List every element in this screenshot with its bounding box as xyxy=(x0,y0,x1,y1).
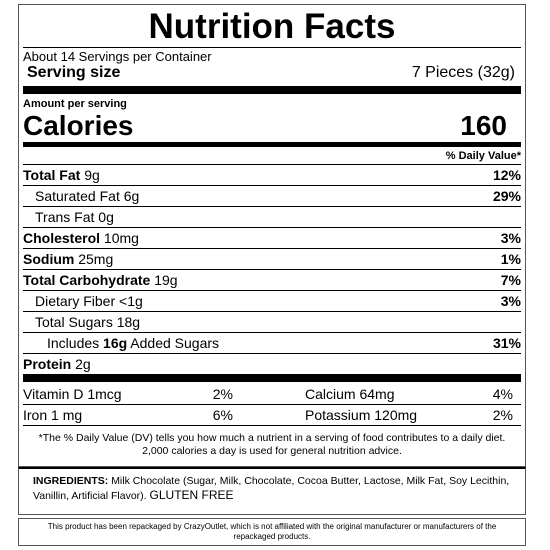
ingredients: INGREDIENTS: Milk Chocolate (Sugar, Milk… xyxy=(18,467,526,515)
nutrient-name: Protein xyxy=(23,356,72,372)
nutrient-dv: 1% xyxy=(500,251,521,267)
footnote-line: 2,000 calories a day is used for general… xyxy=(142,445,402,457)
nutrient-name: Total Carbohydrate xyxy=(23,272,151,288)
ingredients-text: Milk Chocolate (Sugar, Milk, Chocolate, … xyxy=(33,475,510,502)
servings: About 14 Servings per Container xyxy=(23,49,212,64)
vitamin-cell: Vitamin D 1mcg 2% xyxy=(23,386,273,402)
nutrient-row: Total Fat 9g 12% xyxy=(23,164,521,185)
serving-size-label: Serving size xyxy=(27,64,121,81)
nutrient-row: Saturated Fat 6g 29% xyxy=(23,185,521,206)
nutrient-amount: 0g xyxy=(98,209,114,225)
ingredients-note: GLUTEN FREE xyxy=(149,488,234,502)
vitamin-dv: 4% xyxy=(492,386,513,402)
serving-size-pieces: 7 Pieces xyxy=(411,64,474,81)
disclaimer: This product has been repackaged by Craz… xyxy=(18,518,526,546)
vitamin-name: Vitamin D xyxy=(23,386,84,402)
nutrient-amount: 10mg xyxy=(103,230,139,246)
serving-size-row: Serving size 7 Pieces (32g) xyxy=(23,64,521,84)
vitamin-amount: 64mg xyxy=(359,386,395,402)
vitamin-dv: 2% xyxy=(212,386,233,402)
serving-size-value: 7 Pieces (32g) xyxy=(412,64,521,84)
vitamin-row: Iron 1 mg 6% Potassium 120mg 2% xyxy=(23,404,521,425)
nutrient-amount: <1g xyxy=(119,293,143,309)
nutrient-name: Saturated Fat xyxy=(35,188,120,204)
vitamin-name: Potassium xyxy=(305,407,371,423)
serving-size-grams: (32g) xyxy=(477,64,515,81)
nutrient-dv: 29% xyxy=(492,188,521,204)
nutrient-name: Total Fat xyxy=(23,167,81,183)
nutrient-name: Total Sugars xyxy=(35,314,113,330)
nutrient-row: Trans Fat 0g xyxy=(23,206,521,227)
nutrient-dv: 3% xyxy=(500,230,521,246)
vitamin-amount: 120mg xyxy=(374,407,418,423)
vitamin-cell: Iron 1 mg 6% xyxy=(23,407,273,423)
title: Nutrition Facts xyxy=(23,5,521,48)
divider xyxy=(23,142,521,147)
nutrient-amount: 18g xyxy=(116,314,141,330)
calories-label: Calories xyxy=(23,110,134,141)
nutrient-row: Sodium 25mg 1% xyxy=(23,248,521,269)
nutrient-amount: 19g xyxy=(154,272,178,288)
nutrient-dv: 3% xyxy=(500,293,521,309)
divider xyxy=(23,86,521,94)
nutrient-dv: 7% xyxy=(500,272,521,288)
nutrient-row: Cholesterol 10mg 3% xyxy=(23,227,521,248)
nutrient-row: Total Carbohydrate 19g 7% xyxy=(23,269,521,290)
vitamin-amount: 1 mg xyxy=(51,407,83,423)
vitamin-name: Calcium xyxy=(305,386,356,402)
divider xyxy=(23,374,521,382)
nutrition-label: Nutrition Facts About 14 Servings per Co… xyxy=(18,4,526,467)
nutrient-row: Total Sugars 18g xyxy=(23,311,521,332)
nutrient-name: Trans Fat xyxy=(35,209,95,225)
nutrient-amount: 16g xyxy=(103,335,128,351)
vitamin-cell: Calcium 64mg 4% xyxy=(273,386,513,402)
nutrient-name: Sodium xyxy=(23,251,75,267)
nutrient-row: Dietary Fiber <1g 3% xyxy=(23,290,521,311)
vitamin-dv: 2% xyxy=(492,407,513,423)
nutrient-amount: 25mg xyxy=(78,251,114,267)
nutrient-dv: 31% xyxy=(492,335,521,351)
calories-value: 160 xyxy=(460,110,507,141)
vitamin-name: Iron xyxy=(23,407,48,423)
nutrient-amount: 9g xyxy=(84,167,100,183)
nutrient-name: Added Sugars xyxy=(130,335,220,351)
vitamin-dv: 6% xyxy=(212,407,233,423)
vitamin-cell: Potassium 120mg 2% xyxy=(273,407,513,423)
vitamin-row: Vitamin D 1mcg 2% Calcium 64mg 4% xyxy=(23,384,521,404)
nutrient-amount: 2g xyxy=(75,356,91,372)
vitamin-amount: 1mcg xyxy=(87,386,122,402)
nutrient-dv: 12% xyxy=(492,167,521,183)
calories-row: Calories 160 xyxy=(23,110,521,142)
dv-header: % Daily Value* xyxy=(445,150,521,162)
amount-per-serving: Amount per serving xyxy=(23,98,127,110)
footnote-line: *The % Daily Value (DV) tells you how mu… xyxy=(38,432,506,444)
nutrient-name: Cholesterol xyxy=(23,230,101,246)
ingredients-label: INGREDIENTS: xyxy=(33,475,109,487)
nutrient-row: Protein 2g xyxy=(23,353,521,374)
footnote: *The % Daily Value (DV) tells you how mu… xyxy=(23,425,521,458)
nutrient-amount: 6g xyxy=(123,188,140,204)
nutrient-name: Dietary Fiber xyxy=(35,293,116,309)
nutrient-row: Includes 16g Added Sugars 31% xyxy=(23,332,521,353)
nutrient-prefix: Includes xyxy=(47,335,100,351)
